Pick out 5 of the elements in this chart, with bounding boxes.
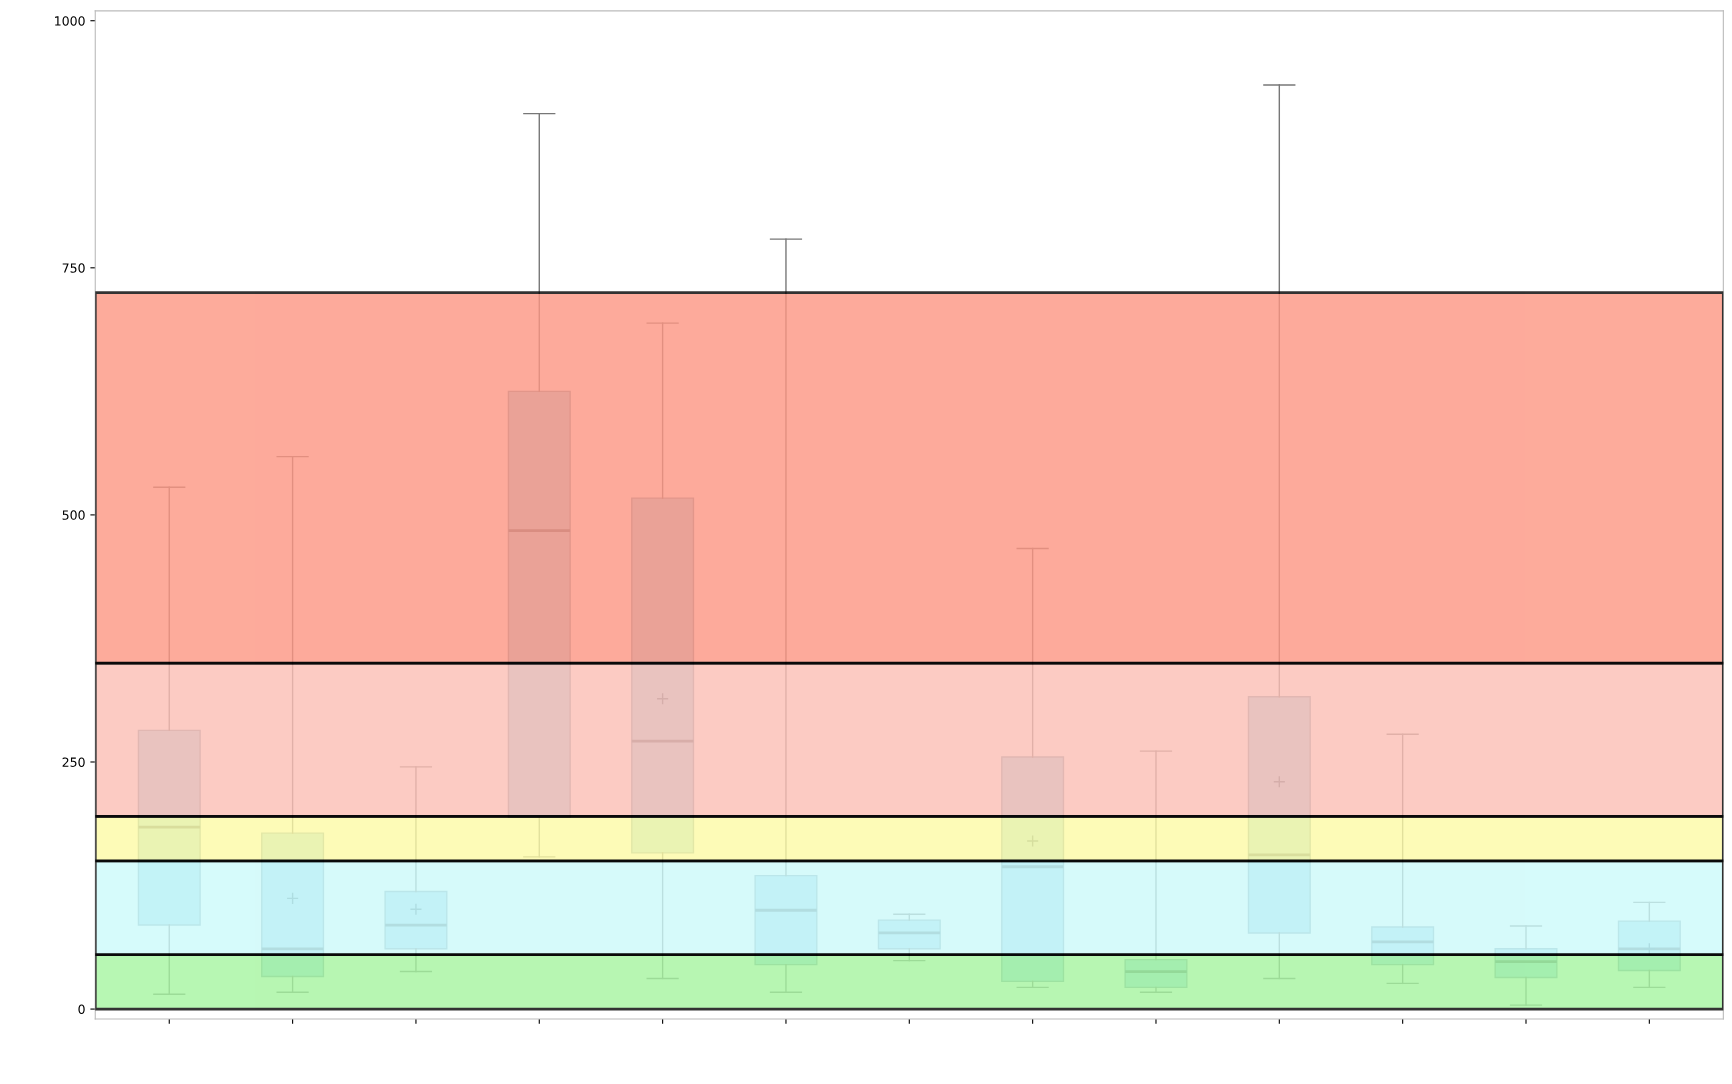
- y-tick-label: 0: [78, 1004, 85, 1014]
- y-tick-label: 250: [62, 757, 85, 767]
- y-tick-label: 1000: [55, 16, 85, 26]
- y-tick-label: 500: [62, 510, 85, 520]
- y-tick-label: 750: [62, 263, 85, 273]
